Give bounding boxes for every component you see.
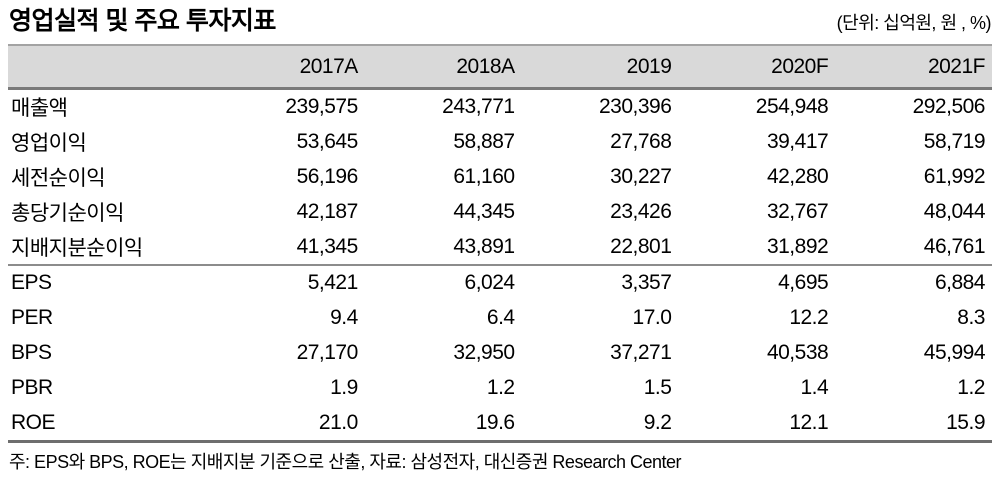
table-cell: 6,024 — [364, 263, 522, 301]
table-cell: 1.2 — [957, 375, 985, 399]
column-header-blank — [8, 44, 208, 90]
table-cell: 239,575 — [285, 95, 358, 119]
table-row-revenue: 매출액 239,575 243,771 230,396 254,948 292,… — [8, 89, 992, 125]
column-header-2017a: 2017A — [208, 44, 365, 90]
column-header-2020f: 2020F — [678, 44, 836, 90]
table-cell: 46,761 — [923, 234, 986, 258]
row-label: EPS — [8, 263, 208, 301]
table-cell: 6.4 — [486, 306, 515, 330]
table-cell: 15.9 — [835, 405, 992, 443]
table-cell: 42,187 — [296, 199, 359, 223]
financial-table: 2017A 2018A 2019 2020F 2021F 매출액 239,575… — [8, 44, 992, 443]
table-cell: 22,801 — [610, 234, 672, 258]
row-label: ROE — [8, 405, 208, 443]
table-cell: 23,426 — [610, 199, 672, 223]
footnote: 주: EPS와 BPS, ROE는 지배지분 기준으로 산출, 자료: 삼성전자… — [9, 451, 682, 472]
table-row-per: PER 9.4 6.4 17.0 12.2 8.3 — [8, 301, 992, 336]
table-cell: 19.6 — [364, 405, 522, 443]
column-header-2021f: 2021F — [835, 44, 992, 90]
table-cell: 4,695 — [678, 263, 836, 301]
table-cell: 9.4 — [330, 306, 358, 330]
row-label: PER — [11, 306, 53, 330]
table-row-roe: ROE 21.0 19.6 9.2 12.1 15.9 — [8, 405, 992, 443]
table-cell: 56,196 — [296, 164, 359, 188]
table-cell: 292,506 — [912, 95, 986, 119]
table-cell: 5,421 — [208, 263, 365, 301]
table-cell: 44,345 — [453, 199, 515, 223]
table-cell: 37,271 — [610, 340, 672, 364]
table-cell: 39,417 — [766, 130, 829, 154]
table-cell: 17.0 — [632, 306, 672, 330]
table-cell: 12.2 — [789, 306, 829, 330]
table-cell: 1.2 — [486, 375, 515, 399]
table-cell: 30,227 — [610, 164, 672, 188]
table-cell: 61,992 — [923, 164, 986, 188]
table-cell: 40,538 — [766, 340, 829, 364]
table-cell: 53,645 — [296, 130, 359, 154]
table-cell: 27,170 — [296, 340, 359, 364]
table-cell: 9.2 — [521, 405, 679, 443]
table-cell: 230,396 — [598, 95, 672, 119]
table-cell: 3,357 — [521, 263, 679, 301]
table-row-pretax-profit: 세전순이익 56,196 61,160 30,227 42,280 61,992 — [8, 160, 992, 195]
table-cell: 48,044 — [923, 199, 986, 223]
row-label: 세전순이익 — [11, 166, 106, 190]
table-row-eps: EPS 5,421 6,024 3,357 4,695 6,884 — [8, 263, 992, 301]
table-cell: 32,767 — [766, 199, 829, 223]
row-label: 총당기순이익 — [11, 201, 124, 225]
table-cell: 8.3 — [957, 306, 985, 330]
table-cell: 45,994 — [923, 340, 986, 364]
table-cell: 58,719 — [923, 130, 986, 154]
table-row-bps: BPS 27,170 32,950 37,271 40,538 45,994 — [8, 336, 992, 371]
table-cell: 21.0 — [208, 405, 365, 443]
table-cell: 41,345 — [296, 234, 359, 258]
table-row-operating-profit: 영업이익 53,645 58,887 27,768 39,417 58,719 — [8, 125, 992, 160]
table-title: 영업실적 및 주요 투자지표 — [9, 7, 276, 35]
row-label: BPS — [11, 340, 52, 364]
row-label: 매출액 — [11, 97, 68, 121]
table-cell: 58,887 — [453, 130, 515, 154]
table-cell: 31,892 — [766, 234, 829, 258]
table-cell: 43,891 — [453, 234, 515, 258]
column-header-2019: 2019 — [521, 44, 679, 90]
table-cell: 243,771 — [442, 95, 515, 119]
table-cell: 12.1 — [678, 405, 836, 443]
table-row-total-net-profit: 총당기순이익 42,187 44,345 23,426 32,767 48,04… — [8, 194, 992, 229]
table-cell: 1.4 — [800, 375, 829, 399]
table-cell: 32,950 — [453, 340, 515, 364]
table-cell: 6,884 — [835, 263, 992, 301]
row-label: 영업이익 — [11, 132, 87, 156]
row-label: PBR — [11, 375, 53, 399]
table-header-bar: 영업실적 및 주요 투자지표 (단위: 십억원, 원 , %) — [9, 5, 992, 37]
table-cell: 42,280 — [766, 164, 829, 188]
table-cell: 254,948 — [755, 95, 829, 119]
table-cell: 1.5 — [643, 375, 672, 399]
unit-note: (단위: 십억원, 원 , %) — [836, 13, 992, 33]
table-cell: 1.9 — [330, 375, 358, 399]
column-header-row: 2017A 2018A 2019 2020F 2021F — [8, 44, 992, 90]
table-row-pbr: PBR 1.9 1.2 1.5 1.4 1.2 — [8, 370, 992, 405]
table-row-controlling-net-profit: 지배지분순이익 41,345 43,891 22,801 31,892 46,7… — [8, 229, 992, 265]
table-cell: 27,768 — [610, 130, 672, 154]
column-header-2018a: 2018A — [364, 44, 522, 90]
table-cell: 61,160 — [453, 164, 515, 188]
row-label: 지배지분순이익 — [11, 236, 143, 260]
